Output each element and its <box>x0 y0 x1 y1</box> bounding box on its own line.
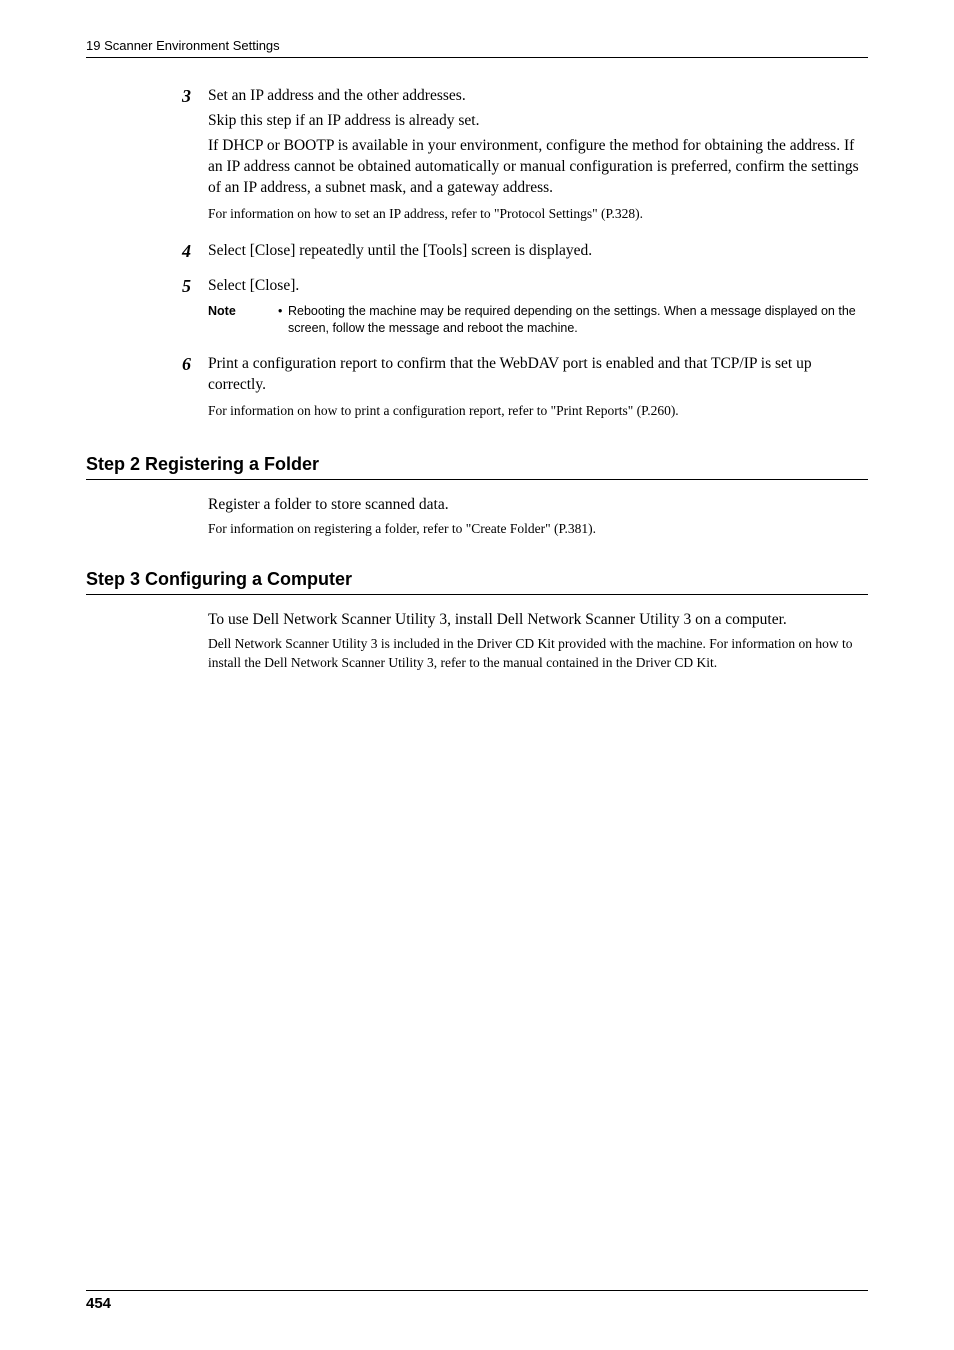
step-number: 5 <box>86 276 208 345</box>
step-item: 3 Set an IP address and the other addres… <box>86 86 868 227</box>
note-row: Note Rebooting the machine may be requir… <box>208 303 868 337</box>
note-text: Rebooting the machine may be required de… <box>278 303 868 337</box>
step-number: 4 <box>86 241 208 266</box>
step-item: 4 Select [Close] repeatedly until the [T… <box>86 241 868 266</box>
section-heading: Step 3 Configuring a Computer <box>86 569 868 595</box>
step-body: Select [Close]. Note Rebooting the machi… <box>208 276 868 345</box>
step-item: 6 Print a configuration report to confir… <box>86 354 868 424</box>
step-item: 5 Select [Close]. Note Rebooting the mac… <box>86 276 868 345</box>
step-text: Skip this step if an IP address is alrea… <box>208 111 868 132</box>
section-body: Register a folder to store scanned data.… <box>86 494 868 539</box>
step-body: Set an IP address and the other addresse… <box>208 86 868 227</box>
section-text: Register a folder to store scanned data. <box>208 494 868 516</box>
reference-text: For information on how to set an IP addr… <box>208 205 868 223</box>
reference-text: Dell Network Scanner Utility 3 is includ… <box>208 635 868 673</box>
section-body: To use Dell Network Scanner Utility 3, i… <box>86 609 868 672</box>
step-text: Set an IP address and the other addresse… <box>208 86 868 107</box>
step-text: If DHCP or BOOTP is available in your en… <box>208 136 868 199</box>
section-text: To use Dell Network Scanner Utility 3, i… <box>208 609 868 631</box>
step-body: Select [Close] repeatedly until the [Too… <box>208 241 868 266</box>
step-number: 3 <box>86 86 208 227</box>
reference-text: For information on how to print a config… <box>208 402 868 420</box>
step-text: Select [Close] repeatedly until the [Too… <box>208 241 868 262</box>
page-number: 454 <box>86 1290 868 1312</box>
page-header: 19 Scanner Environment Settings <box>86 38 868 58</box>
step-body: Print a configuration report to confirm … <box>208 354 868 424</box>
section-heading: Step 2 Registering a Folder <box>86 454 868 480</box>
note-label: Note <box>208 303 278 337</box>
step-text: Print a configuration report to confirm … <box>208 354 868 396</box>
step-number: 6 <box>86 354 208 424</box>
reference-text: For information on registering a folder,… <box>208 520 868 539</box>
step-text: Select [Close]. <box>208 276 868 297</box>
